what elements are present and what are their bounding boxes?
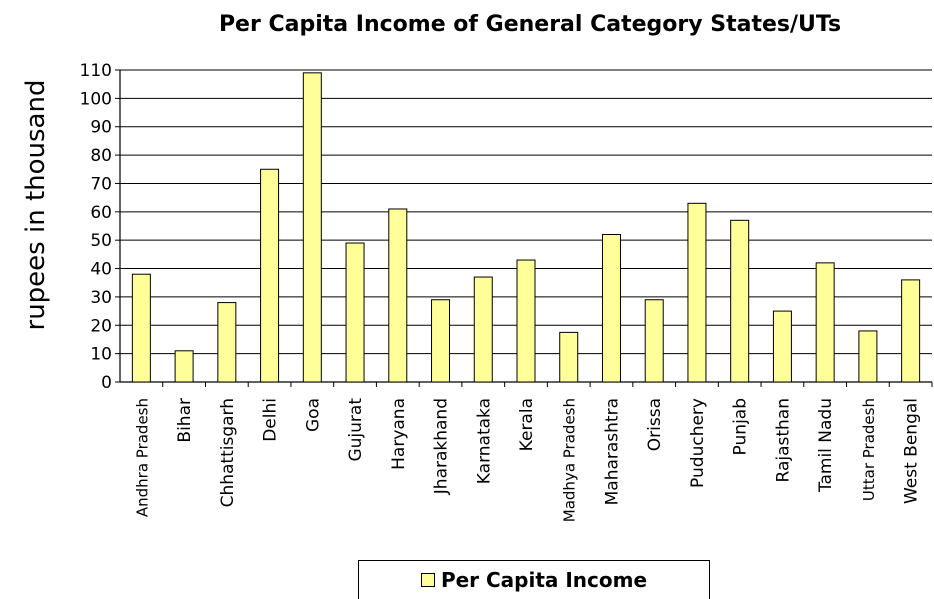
legend-swatch — [420, 573, 435, 587]
x-tick-label: Haryana — [389, 398, 409, 470]
bar — [217, 302, 237, 383]
x-tick-label: Andhra Pradesh — [133, 398, 151, 517]
bar — [815, 262, 835, 383]
bar — [601, 234, 621, 383]
bar — [730, 219, 750, 383]
bar — [131, 273, 151, 383]
bar — [174, 350, 194, 383]
x-tick-label: Delhi — [261, 398, 281, 442]
y-tick-label: 20 — [90, 316, 112, 336]
y-tick-label: 90 — [90, 118, 112, 138]
x-tick-label: Bihar — [175, 398, 195, 443]
chart-title: Per Capita Income of General Category St… — [218, 12, 842, 37]
x-tick-label: Uttar Pradesh — [860, 398, 878, 501]
bar — [901, 279, 921, 383]
x-tick-label: West Bengal — [902, 398, 922, 504]
x-tick-label: Kerala — [517, 398, 537, 451]
y-tick-label: 60 — [90, 203, 112, 223]
bar — [687, 202, 707, 383]
x-tick-label: Puduchery — [688, 398, 708, 488]
y-tick-label: 0 — [101, 373, 112, 393]
x-tick-label: Karnataka — [474, 398, 494, 484]
y-tick-label: 10 — [90, 345, 112, 365]
bar — [772, 310, 792, 383]
y-tick-label: 110 — [80, 61, 112, 81]
bar — [644, 299, 664, 383]
x-tick-label: Maharashtra — [602, 398, 622, 505]
x-tick-label: Chhattisgarh — [218, 398, 238, 507]
bar — [302, 72, 322, 383]
y-tick-label: 80 — [90, 146, 112, 166]
bar — [388, 208, 408, 383]
legend: Per Capita Income — [358, 560, 710, 599]
bar — [858, 330, 878, 383]
x-tick-label: Punjab — [731, 398, 751, 455]
bar — [431, 299, 451, 383]
y-tick-label: 70 — [90, 174, 112, 194]
bar — [559, 331, 579, 383]
x-tick-label: Tamil Nadu — [816, 398, 836, 493]
bar — [516, 259, 536, 383]
x-tick-label: Goa — [303, 398, 323, 432]
x-tick-label: Rajasthan — [773, 398, 793, 483]
bar — [260, 168, 280, 383]
y-tick-label: 50 — [90, 231, 112, 251]
bar — [473, 276, 493, 383]
y-tick-label: 40 — [90, 260, 112, 280]
y-tick-label: 30 — [90, 288, 112, 308]
x-tick-label: Orissa — [645, 398, 665, 451]
x-tick-label: Jharakhand — [432, 398, 452, 495]
plot-area: 0 10 20 30 40 50 60 70 80 90 100 110 Andhra Pradesh B… — [80, 61, 933, 522]
y-tick-label: 100 — [80, 89, 112, 109]
legend-label: Per Capita Income — [440, 568, 648, 592]
x-tick-label: Gujurat — [346, 398, 366, 462]
bar — [345, 242, 365, 383]
x-tick-label: Madhya Pradesh — [561, 398, 579, 522]
